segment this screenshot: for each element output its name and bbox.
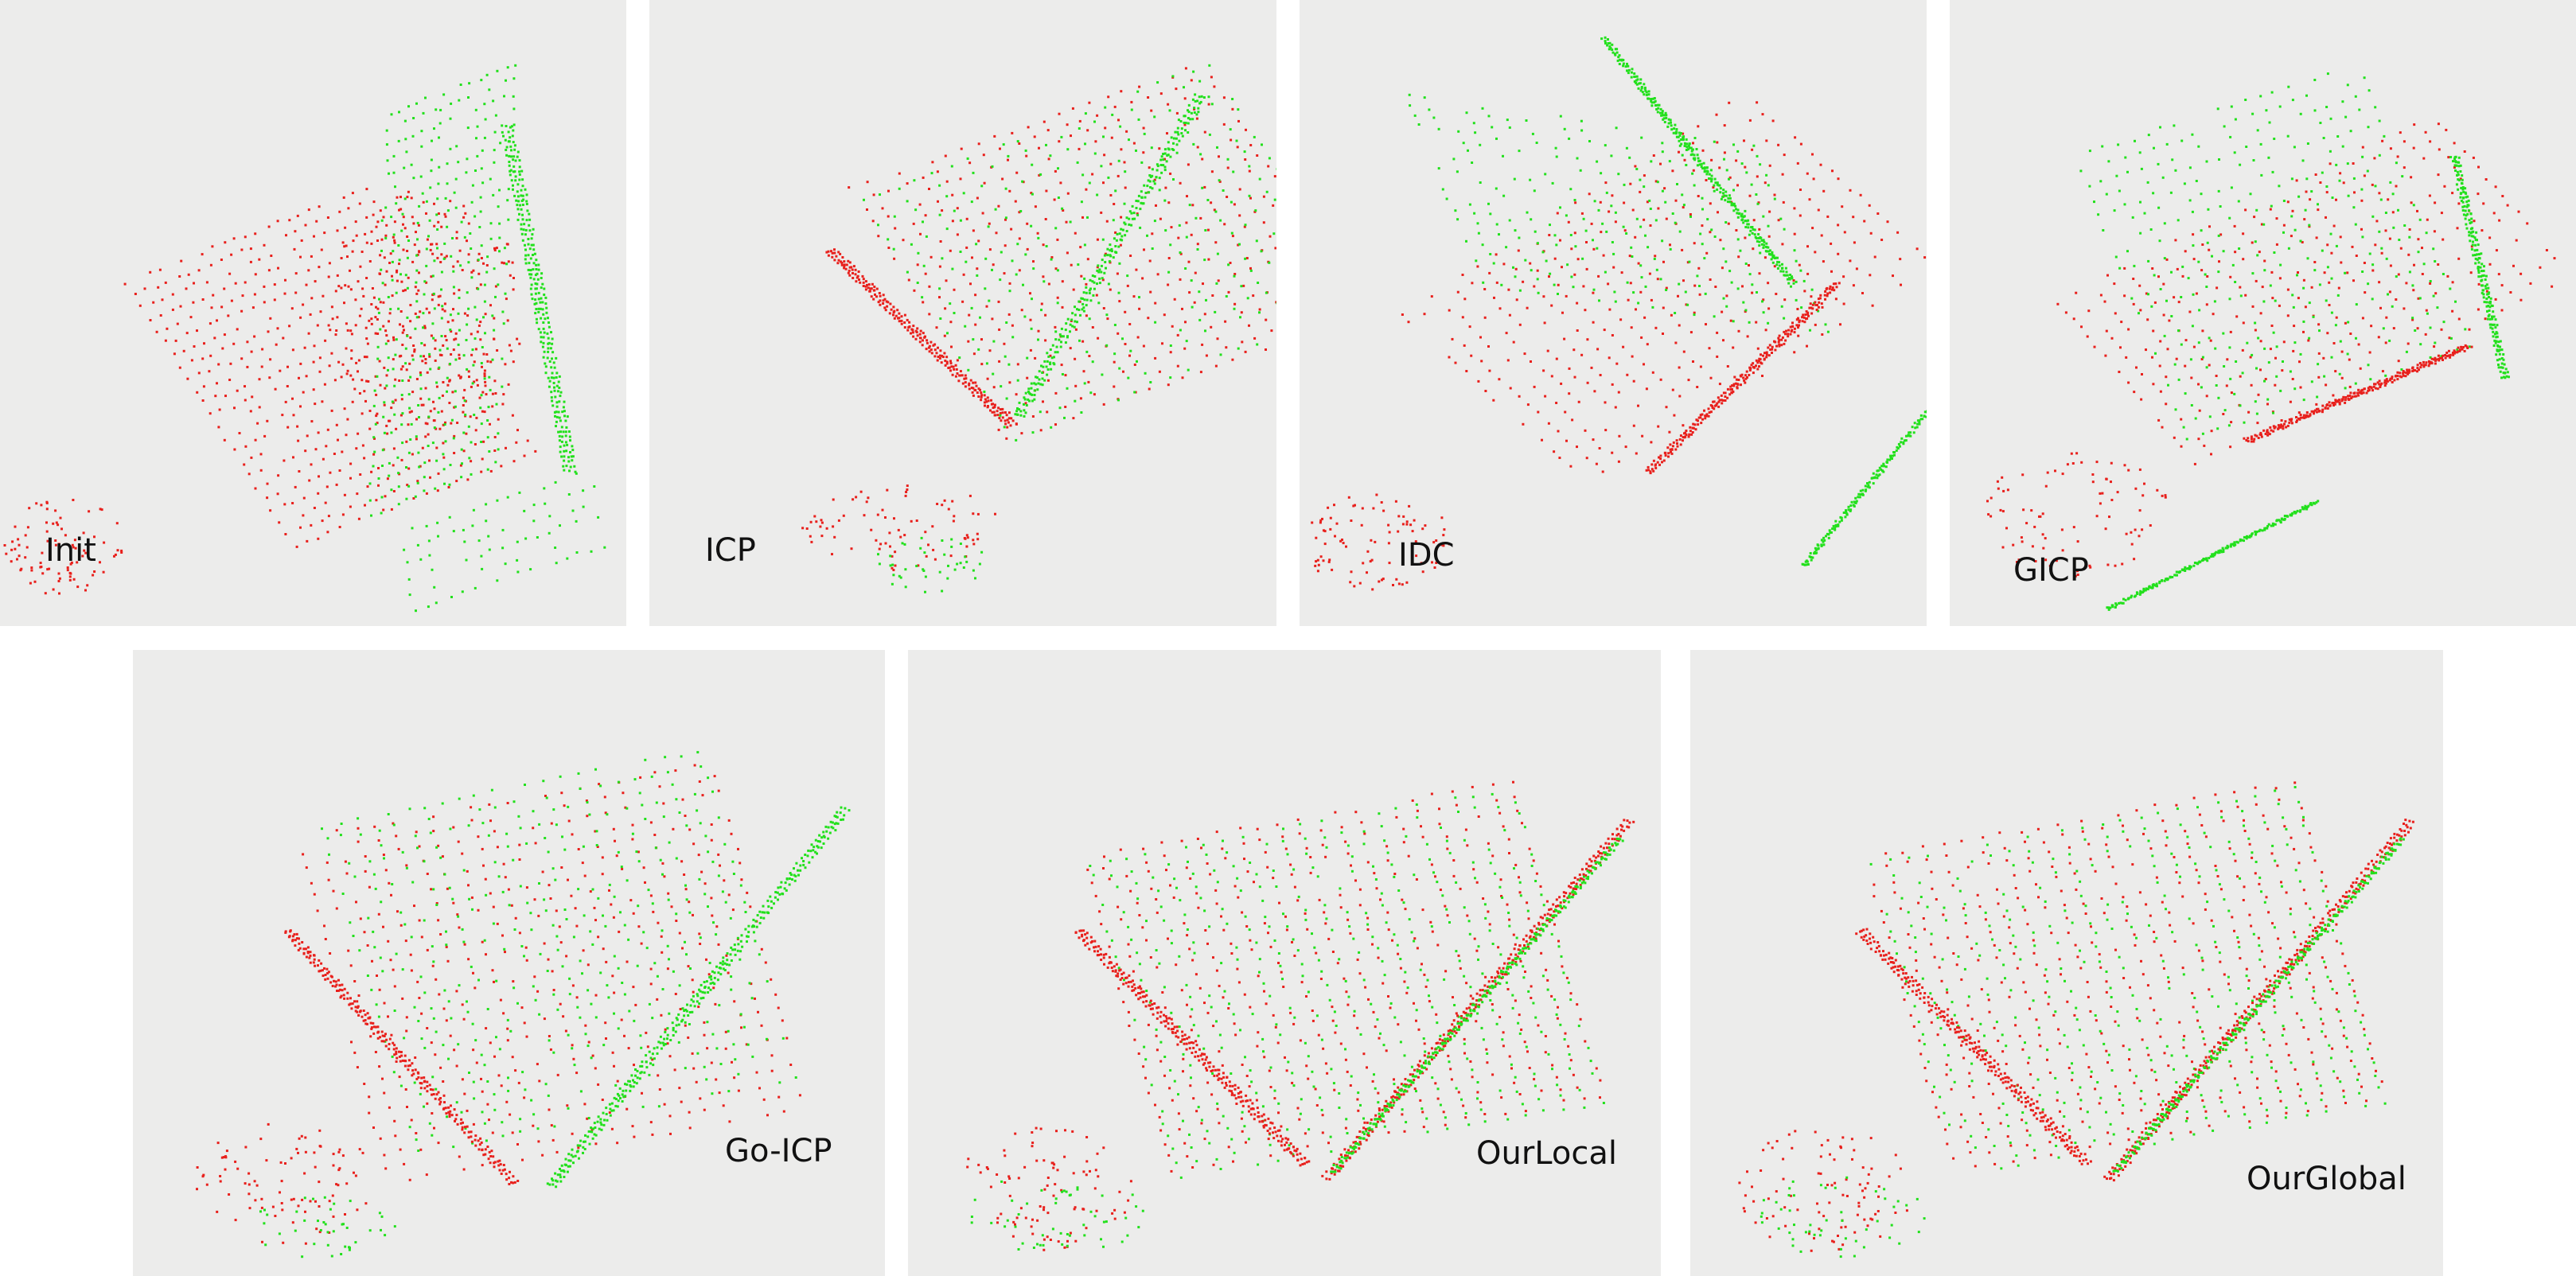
panel-label-gicp: GICP bbox=[2013, 552, 2089, 589]
panel-icp: ICP bbox=[649, 0, 1276, 626]
panel-local: OurLocal bbox=[908, 650, 1661, 1276]
panel-global: OurGlobal bbox=[1690, 650, 2443, 1276]
point-cloud-local bbox=[966, 780, 1635, 1251]
panel-label-idc: IDC bbox=[1398, 537, 1455, 574]
point-cloud-dots bbox=[3, 64, 606, 613]
panel-label-goicp: Go-ICP bbox=[725, 1133, 832, 1169]
point-cloud-dots bbox=[1986, 72, 2556, 611]
panel-idc: IDC bbox=[1300, 0, 1927, 626]
point-cloud-goicp bbox=[196, 751, 851, 1258]
point-cloud-init bbox=[3, 64, 606, 613]
point-cloud-dots bbox=[1311, 36, 1927, 591]
point-cloud-icp bbox=[801, 64, 1276, 593]
point-cloud-idc bbox=[1311, 36, 1927, 591]
point-cloud-dots bbox=[801, 64, 1276, 593]
point-cloud-dots bbox=[1738, 781, 2414, 1258]
point-cloud-dots bbox=[966, 780, 1635, 1251]
panel-label-global: OurGlobal bbox=[2247, 1161, 2406, 1197]
point-cloud-dots bbox=[196, 751, 851, 1258]
point-cloud-global bbox=[1738, 781, 2414, 1258]
panel-label-icp: ICP bbox=[705, 532, 756, 569]
panel-init: Init bbox=[0, 0, 626, 626]
panel-label-local: OurLocal bbox=[1476, 1135, 1617, 1172]
panel-goicp: Go-ICP bbox=[133, 650, 885, 1276]
point-cloud-gicp bbox=[1986, 72, 2556, 611]
panel-gicp: GICP bbox=[1950, 0, 2576, 626]
panel-label-init: Init bbox=[45, 532, 96, 569]
